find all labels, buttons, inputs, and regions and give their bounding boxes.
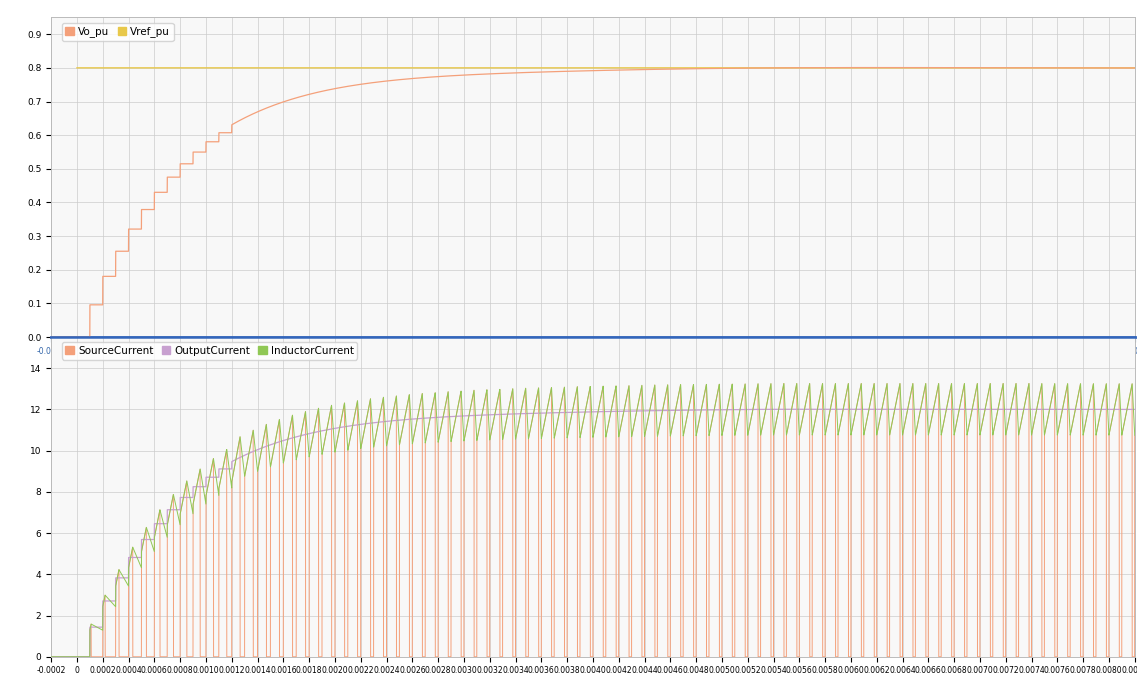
Legend: SourceCurrent, OutputCurrent, InductorCurrent: SourceCurrent, OutputCurrent, InductorCu… [61, 342, 357, 359]
Legend: Vo_pu, Vref_pu: Vo_pu, Vref_pu [61, 22, 174, 41]
